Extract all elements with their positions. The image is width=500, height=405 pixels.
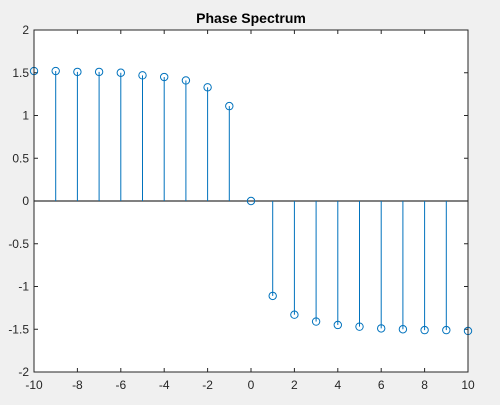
y-tick-label: 0.5 (12, 151, 29, 165)
markers-layer (29, 66, 473, 336)
y-tick-label: -1.5 (8, 322, 29, 336)
stem-marker (51, 66, 60, 76)
stem-marker (94, 67, 104, 77)
stem-marker (377, 324, 386, 333)
stem-marker (333, 320, 342, 330)
stem-marker (116, 68, 126, 77)
stem-marker (442, 325, 451, 335)
x-tick-label: -4 (159, 378, 170, 392)
stem-marker (290, 310, 299, 319)
ticks-layer: -10 -8 -6 -4 -2 0 2 4 6 8 10 -2 -1.5 -1 -0.5 0 0.5 1 1.5 2 (8, 23, 475, 392)
x-tick-label: 10 (461, 378, 475, 392)
stem-marker (138, 71, 147, 80)
x-tick-label: 6 (378, 378, 385, 392)
stem-marker (246, 196, 256, 206)
x-tick-label: -8 (72, 378, 83, 392)
x-tick-label: -10 (25, 378, 43, 392)
stem-marker (203, 83, 212, 92)
x-tick-label: 2 (291, 378, 298, 392)
stem-marker (73, 67, 82, 77)
y-tick-label: 1 (22, 109, 29, 123)
x-tick-label: -2 (202, 378, 213, 392)
x-tick-label: 0 (248, 378, 255, 392)
stem-marker (268, 291, 277, 301)
stem-marker (420, 325, 429, 335)
chart-title: Phase Spectrum (196, 10, 306, 26)
x-tick-label: -6 (115, 378, 126, 392)
x-tick-label: 4 (334, 378, 341, 392)
x-tick-label: 8 (421, 378, 428, 392)
y-tick-label: 2 (22, 23, 29, 37)
stem-marker (181, 76, 191, 85)
y-tick-label: 0 (22, 194, 29, 208)
stem-marker (398, 325, 408, 334)
stem-marker (355, 322, 364, 331)
stems-layer (33, 71, 469, 331)
stem-marker (160, 72, 169, 82)
plot-frame (33, 29, 469, 373)
y-tick-label: 1.5 (12, 66, 29, 80)
y-tick-label: -0.5 (8, 237, 29, 251)
y-tick-label: -2 (18, 365, 29, 379)
stem-marker (225, 101, 234, 111)
stem-marker (311, 317, 321, 326)
y-tick-label: -1 (18, 280, 29, 294)
